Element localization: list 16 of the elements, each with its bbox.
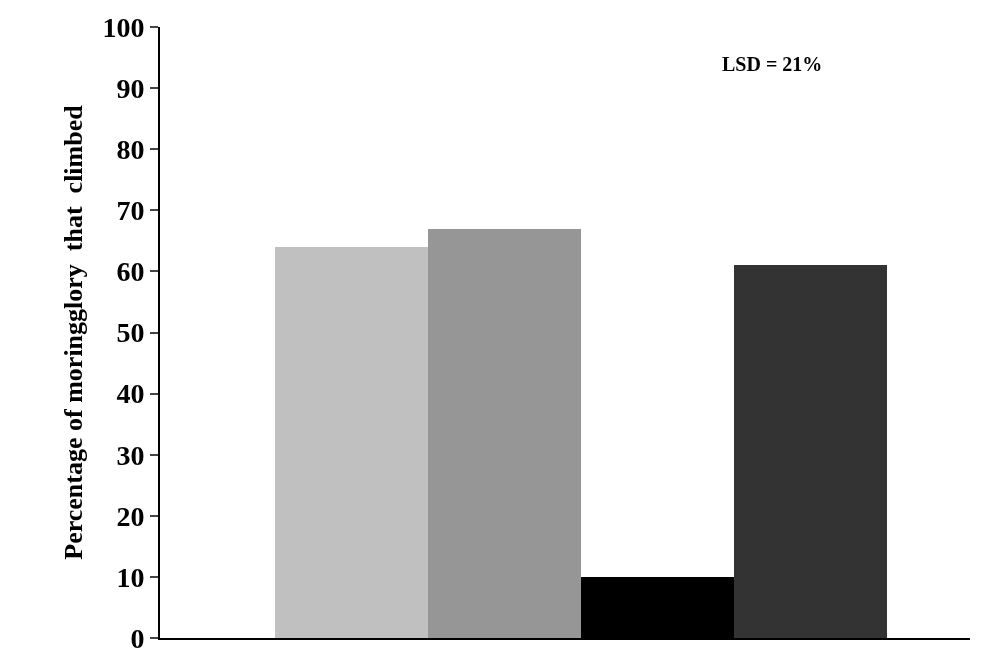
annotation: LSD = 21% [722, 53, 823, 75]
y-tick-label: 30 [116, 439, 145, 471]
bar [275, 247, 428, 638]
y-tick-label: 80 [116, 134, 145, 165]
y-axis-title: Percentage of moringglory that climbed [59, 104, 89, 560]
y-tick-label: 90 [116, 72, 145, 104]
y-tick-label: 50 [116, 317, 145, 349]
y-tick-label: 60 [116, 256, 145, 288]
y-tick-label: 40 [116, 378, 145, 410]
bar [428, 229, 581, 638]
y-tick-label: 70 [116, 195, 145, 227]
bar [734, 265, 887, 638]
y-tick-label: 10 [116, 561, 145, 593]
y-tick-label: 100 [102, 11, 145, 43]
y-tick-label: 20 [116, 500, 145, 532]
y-tick-label: 0 [130, 622, 145, 654]
